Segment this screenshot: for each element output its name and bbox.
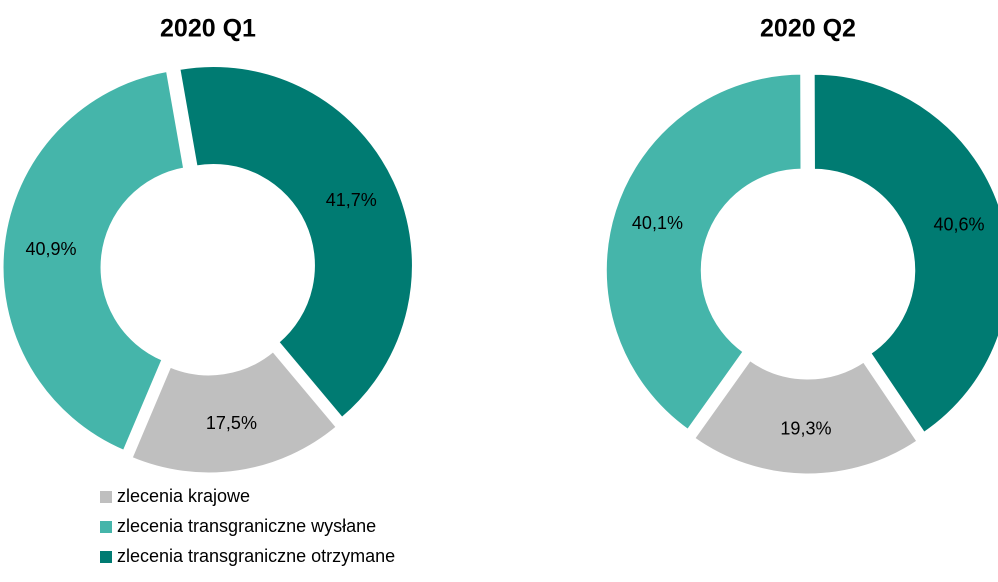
donut-slice	[603, 71, 804, 433]
data-label: 40,6%	[934, 214, 985, 234]
donut-slice	[811, 71, 998, 436]
legend-swatch	[100, 491, 112, 503]
donut-slice	[177, 63, 415, 421]
legend-label: zlecenia krajowe	[117, 486, 250, 506]
legend-swatch	[100, 521, 112, 533]
data-label: 40,1%	[632, 213, 683, 233]
donut-slice	[691, 357, 921, 477]
data-label: 41,7%	[326, 190, 377, 210]
data-label: 17,5%	[206, 413, 257, 433]
chart-title: 2020 Q2	[760, 15, 856, 43]
data-label: 19,3%	[780, 419, 831, 439]
donut-slice	[0, 68, 187, 454]
donut-slice	[128, 348, 340, 476]
legend-label: zlecenia transgraniczne otrzymane	[117, 546, 395, 566]
legend-label: zlecenia transgraniczne wysłane	[117, 516, 376, 536]
chart-title: 2020 Q1	[160, 15, 256, 43]
legend-swatch	[100, 551, 112, 563]
data-label: 40,9%	[25, 239, 76, 259]
